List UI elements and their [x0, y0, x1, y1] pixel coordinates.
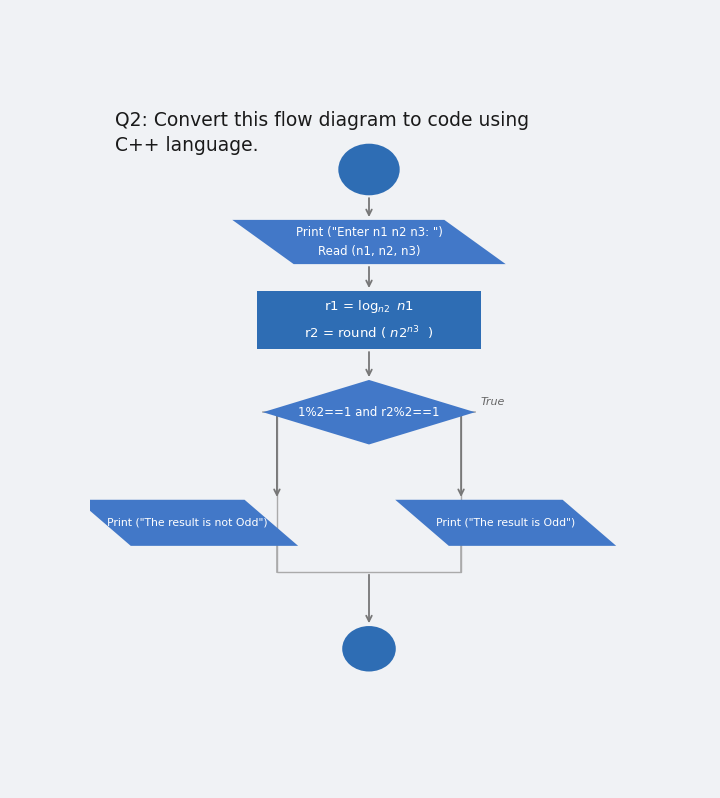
Polygon shape [77, 500, 298, 546]
Polygon shape [263, 380, 475, 444]
Text: Read (n1, n2, n3): Read (n1, n2, n3) [318, 245, 420, 259]
Ellipse shape [342, 626, 396, 671]
Text: 1%2==1 and r2%2==1: 1%2==1 and r2%2==1 [298, 405, 440, 419]
Ellipse shape [338, 144, 400, 196]
Polygon shape [233, 220, 505, 264]
Text: Print ("Enter n1 n2 n3: "): Print ("Enter n1 n2 n3: ") [296, 226, 442, 239]
Text: r2 = round ( $n2^{n3}$  ): r2 = round ( $n2^{n3}$ ) [305, 325, 433, 342]
Text: r1 = $\log_{n2}\ n1$: r1 = $\log_{n2}\ n1$ [324, 298, 414, 315]
Bar [277, 413, 461, 572]
Bar [258, 290, 481, 350]
Text: Q2: Convert this flow diagram to code using
C++ language.: Q2: Convert this flow diagram to code us… [115, 111, 529, 155]
Text: True: True [481, 397, 505, 407]
Text: Print ("The result is Odd"): Print ("The result is Odd") [436, 518, 575, 527]
Polygon shape [395, 500, 616, 546]
Text: Print ("The result is not Odd"): Print ("The result is not Odd") [107, 518, 268, 527]
